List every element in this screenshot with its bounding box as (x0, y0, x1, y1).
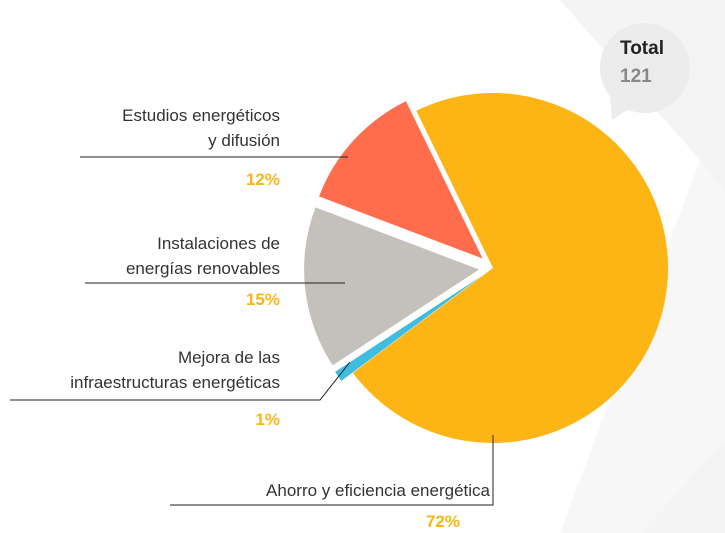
value-label: 12% (245, 170, 280, 189)
pie-slice (304, 207, 480, 366)
slice-label: Estudios energéticos y difusión (122, 106, 280, 150)
pie-slice (352, 92, 669, 443)
pie-slice (335, 276, 482, 381)
value-label: 72% (425, 512, 460, 531)
value-label: 15% (245, 290, 280, 309)
total-value: 121 (620, 66, 652, 87)
leader-line (10, 361, 351, 401)
slice-label: Mejora de las infraestructuras energétic… (70, 348, 280, 392)
background-shape (560, 0, 725, 533)
bubble-tail (610, 95, 630, 120)
total-label: Total (620, 38, 664, 59)
leader-line (170, 435, 494, 506)
total-bubble (600, 23, 690, 113)
value-label: 1% (255, 410, 280, 429)
slice-label: Ahorro y eficiencia energética (266, 481, 490, 500)
pie-slice (319, 101, 483, 259)
slice-label: Instalaciones de energías renovables (125, 234, 280, 278)
